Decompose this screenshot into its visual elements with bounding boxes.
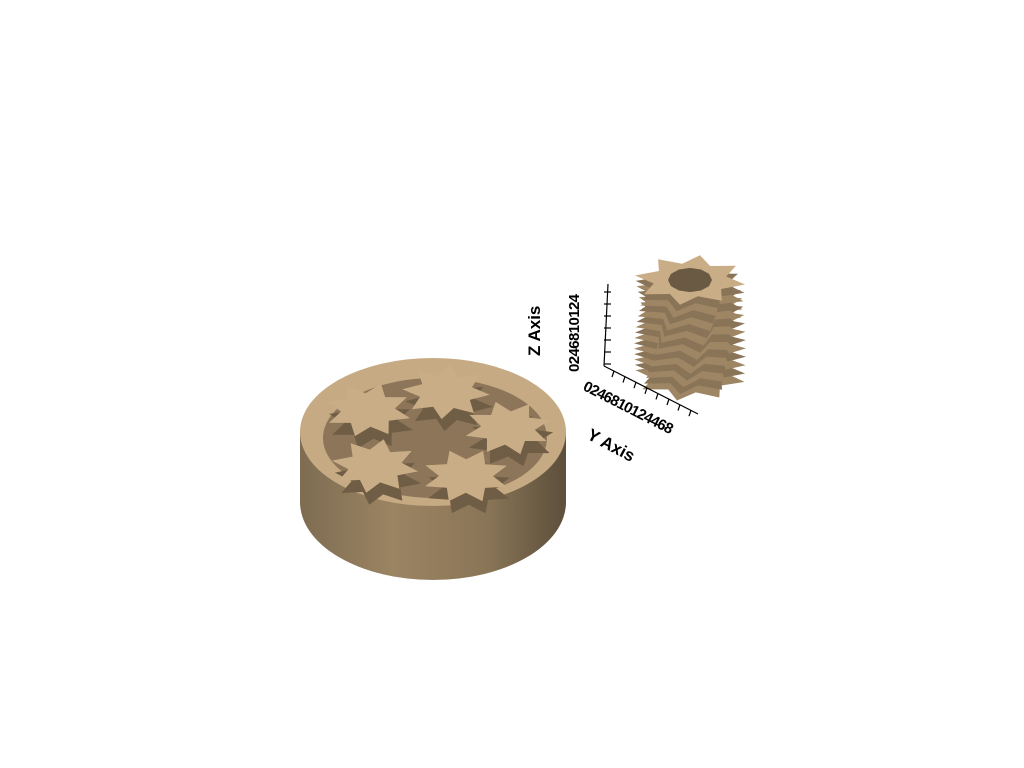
y-tick <box>677 404 681 411</box>
y-tick <box>666 398 670 406</box>
z-axis-title: Z Axis <box>525 305 544 356</box>
axes-widget <box>603 283 699 417</box>
planet-gears <box>326 364 554 514</box>
y-tick <box>622 376 626 383</box>
y-axis-line <box>603 365 699 415</box>
y-tick <box>644 387 648 394</box>
ring-gear-housing[interactable] <box>300 358 566 580</box>
z-tick-marks <box>604 291 611 365</box>
planet-gear-1-face <box>326 383 410 437</box>
y-tick <box>655 393 659 400</box>
z-axis-tick-labels: 0246810124 <box>566 294 583 372</box>
z-axis-line <box>603 283 609 367</box>
planet-gear-4-face <box>331 439 419 493</box>
planet-gear-3-face <box>465 401 551 455</box>
planet-gear-5-face <box>425 450 507 502</box>
y-tick <box>611 370 615 378</box>
planet-gear-2-face <box>402 364 490 420</box>
y-tick-marks <box>611 370 692 417</box>
y-tick <box>633 382 637 389</box>
helical-gear-bore <box>668 267 712 293</box>
helical-gear[interactable] <box>634 255 746 401</box>
y-tick <box>688 410 692 417</box>
helical-gear-body <box>634 255 746 401</box>
